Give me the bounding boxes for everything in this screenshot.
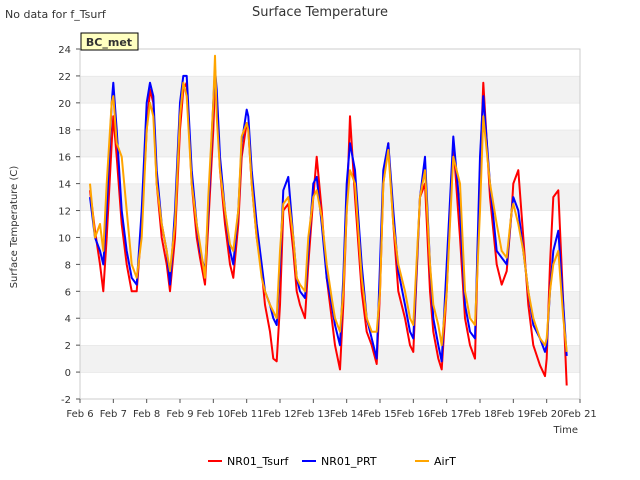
grid-band <box>80 129 580 157</box>
y-tick-label: 18 <box>58 126 71 137</box>
legend: NR01_Tsurf NR01_PRT AirT <box>208 455 456 468</box>
grid-band <box>80 102 580 130</box>
chart-title: Surface Temperature <box>252 5 388 20</box>
y-tick-label: 16 <box>58 153 71 164</box>
x-tick-label: Feb 15 <box>363 409 397 420</box>
x-tick-label: Feb 9 <box>166 409 193 420</box>
y-tick-label: 24 <box>58 45 71 56</box>
no-data-note: No data for f_Tsurf <box>5 8 107 21</box>
y-tick-label: 4 <box>65 314 71 325</box>
x-tick-label: Feb 17 <box>430 409 464 420</box>
x-axis-label: Time <box>553 425 578 436</box>
grid-band <box>80 183 580 211</box>
series-line-airt <box>89 54 568 353</box>
legend-label: NR01_PRT <box>321 455 377 468</box>
grid-band <box>80 318 580 346</box>
grid-band <box>80 210 580 238</box>
grid-band <box>80 49 580 76</box>
x-tick-label: Feb 19 <box>497 409 531 420</box>
x-tick-label: Feb 13 <box>297 409 331 420</box>
grid-bands <box>80 48 580 399</box>
x-tick-label: Feb 16 <box>397 409 431 420</box>
x-tick-label: Feb 10 <box>197 409 231 420</box>
x-tick-label: Feb 14 <box>330 409 364 420</box>
x-tick-label: Feb 21 <box>563 409 597 420</box>
y-tick-label: 10 <box>58 233 71 244</box>
x-tick-label: Feb 7 <box>100 409 127 420</box>
legend-label: NR01_Tsurf <box>227 455 289 468</box>
x-tick-label: Feb 20 <box>530 409 564 420</box>
y-tick-label: 12 <box>58 207 71 218</box>
site-badge: BC_met <box>80 32 139 51</box>
y-tick-label: 22 <box>58 72 71 83</box>
grid-band <box>80 156 580 184</box>
grid-band <box>80 237 580 265</box>
x-tick-label: Feb 8 <box>133 409 160 420</box>
y-tick-label: 6 <box>65 287 71 298</box>
site-badge-label: BC_met <box>86 36 132 49</box>
site-badge-box <box>80 32 139 51</box>
plot-frame <box>79 48 581 400</box>
y-tick-label: 2 <box>65 341 71 352</box>
x-axis-ticks: Feb 6 Feb 7 Feb 8 Feb 9 Feb 10 Feb 11 Feb 12 Fe… <box>66 399 597 420</box>
y-tick-label: 0 <box>65 368 71 379</box>
y-tick-label: 14 <box>58 180 71 191</box>
grid-band <box>80 372 580 399</box>
y-tick-label: 20 <box>58 99 71 110</box>
x-tick-label: Feb 18 <box>463 409 497 420</box>
x-tick-label: Feb 11 <box>230 409 264 420</box>
y-tick-label: -2 <box>61 395 71 406</box>
x-tick-label: Feb 6 <box>66 409 93 420</box>
x-tick-label: Feb 12 <box>263 409 297 420</box>
legend-label: AirT <box>434 455 456 468</box>
grid-band <box>80 75 580 103</box>
series-lines <box>89 54 568 386</box>
y-tick-label: 8 <box>65 260 71 271</box>
y-axis-label: Surface Temperature (C) <box>9 166 20 289</box>
grid-band <box>80 345 580 373</box>
